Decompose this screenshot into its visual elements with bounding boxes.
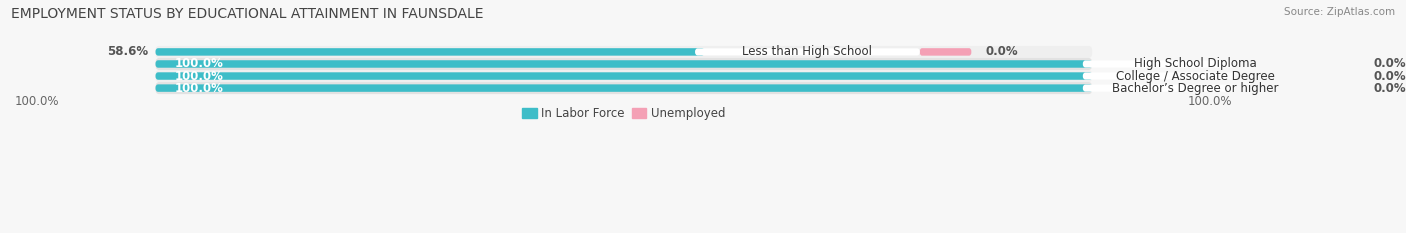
Legend: In Labor Force, Unemployed: In Labor Force, Unemployed [517,102,730,124]
FancyBboxPatch shape [1083,72,1308,80]
FancyBboxPatch shape [1308,84,1360,92]
Text: Less than High School: Less than High School [742,45,872,58]
FancyBboxPatch shape [156,60,1092,68]
FancyBboxPatch shape [156,72,1092,80]
FancyBboxPatch shape [695,48,920,55]
Text: Bachelor’s Degree or higher: Bachelor’s Degree or higher [1112,82,1278,95]
FancyBboxPatch shape [156,70,1092,82]
Text: 0.0%: 0.0% [986,45,1018,58]
Text: 100.0%: 100.0% [174,58,224,70]
FancyBboxPatch shape [920,48,972,56]
Text: High School Diploma: High School Diploma [1133,58,1257,70]
Text: 0.0%: 0.0% [1374,82,1406,95]
FancyBboxPatch shape [1083,60,1308,68]
Text: Source: ZipAtlas.com: Source: ZipAtlas.com [1284,7,1395,17]
FancyBboxPatch shape [1308,72,1360,80]
FancyBboxPatch shape [1083,85,1308,92]
FancyBboxPatch shape [156,82,1092,94]
Text: 100.0%: 100.0% [174,82,224,95]
Text: College / Associate Degree: College / Associate Degree [1116,69,1275,82]
Text: 100.0%: 100.0% [15,95,59,108]
FancyBboxPatch shape [1308,60,1360,68]
Text: 0.0%: 0.0% [1374,69,1406,82]
Text: 0.0%: 0.0% [1374,58,1406,70]
FancyBboxPatch shape [156,46,1092,58]
FancyBboxPatch shape [156,48,704,56]
Text: 100.0%: 100.0% [174,69,224,82]
FancyBboxPatch shape [156,58,1092,70]
Text: EMPLOYMENT STATUS BY EDUCATIONAL ATTAINMENT IN FAUNSDALE: EMPLOYMENT STATUS BY EDUCATIONAL ATTAINM… [11,7,484,21]
Text: 100.0%: 100.0% [1188,95,1233,108]
FancyBboxPatch shape [156,84,1092,92]
Text: 58.6%: 58.6% [107,45,148,58]
